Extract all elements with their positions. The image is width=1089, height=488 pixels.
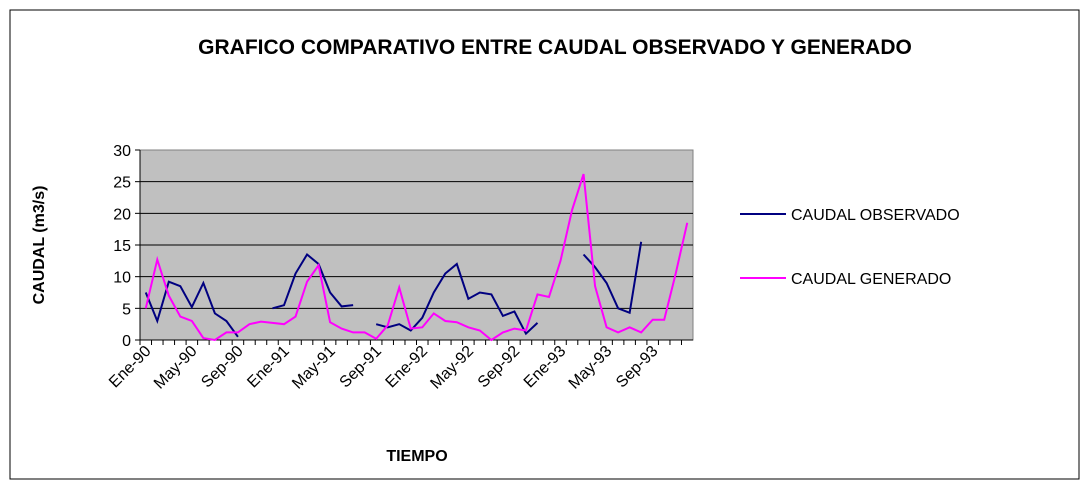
y-tick-label: 0 [122, 333, 131, 350]
x-axis-label: TIEMPO [386, 448, 447, 465]
y-tick-label: 30 [113, 143, 131, 160]
y-axis-label: CAUDAL (m3/s) [31, 186, 48, 305]
chart-title: GRAFICO COMPARATIVO ENTRE CAUDAL OBSERVA… [198, 36, 912, 59]
legend-label: CAUDAL GENERADO [791, 271, 951, 288]
y-tick-label: 25 [113, 175, 131, 192]
data-line [144, 173, 689, 342]
data-line [144, 241, 643, 338]
legend-label: CAUDAL OBSERVADO [791, 207, 960, 224]
y-tick-label: 20 [113, 206, 131, 223]
y-tick-label: 5 [122, 301, 131, 318]
y-tick-label: 10 [113, 270, 131, 287]
y-tick-label: 15 [113, 238, 131, 255]
